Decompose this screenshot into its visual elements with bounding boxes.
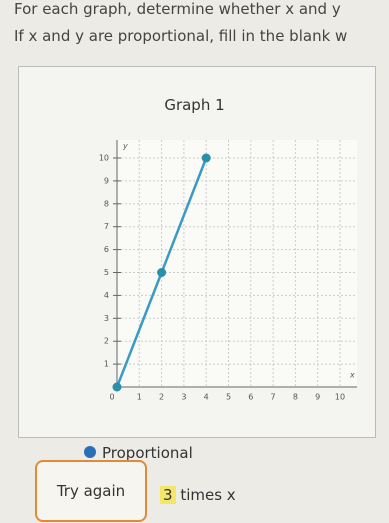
y-tick-label: 6 bbox=[104, 245, 109, 254]
x-tick-label: 2 bbox=[159, 393, 164, 402]
y-tick-label: 9 bbox=[104, 176, 109, 185]
x-tick-label: 8 bbox=[293, 393, 298, 402]
answer-input[interactable]: 3 bbox=[160, 486, 176, 504]
point bbox=[201, 153, 211, 163]
answer-text: times x bbox=[180, 486, 236, 504]
x-tick-label: 10 bbox=[335, 393, 345, 402]
chart-title: Graph 1 bbox=[164, 96, 225, 114]
y-tick-label: 3 bbox=[104, 314, 109, 323]
try-again-button[interactable]: Try again bbox=[35, 460, 147, 522]
y-tick-label: 7 bbox=[104, 222, 109, 231]
x-tick-label: 1 bbox=[137, 393, 142, 402]
x-tick-label: 7 bbox=[271, 393, 276, 402]
radio-label[interactable]: Proportional bbox=[102, 444, 193, 462]
plot-area bbox=[117, 140, 357, 387]
point bbox=[157, 268, 167, 277]
y-tick-label: 1 bbox=[104, 360, 109, 369]
y-axis-label: y bbox=[122, 142, 128, 151]
y-tick-label: 8 bbox=[104, 199, 109, 208]
x-tick-label: 5 bbox=[226, 393, 231, 402]
radio-button[interactable] bbox=[84, 446, 96, 458]
x-tick-label: 9 bbox=[315, 393, 320, 402]
y-tick-label: 5 bbox=[104, 268, 109, 277]
x-tick-label: 6 bbox=[248, 393, 253, 402]
y-tick-label: 10 bbox=[99, 154, 109, 163]
x-tick-label: 3 bbox=[181, 393, 186, 402]
point bbox=[112, 382, 122, 392]
y-tick-label: 4 bbox=[104, 291, 109, 300]
answer: 3 times x bbox=[160, 486, 236, 504]
instruction: For each graph, determine whether x and … bbox=[14, 0, 341, 18]
y-tick-label: 2 bbox=[104, 337, 109, 346]
x-tick-label: 4 bbox=[204, 393, 209, 402]
x-tick-label: 0 bbox=[109, 393, 114, 402]
chart: 0 1 2 3 4 5 6 7 8 9 10 1 2 3 4 5 6 7 8 9 10 x y bbox=[99, 140, 357, 402]
instruction: If x and y are proportional, fill in the… bbox=[14, 27, 348, 45]
x-axis-label: x bbox=[349, 371, 355, 380]
